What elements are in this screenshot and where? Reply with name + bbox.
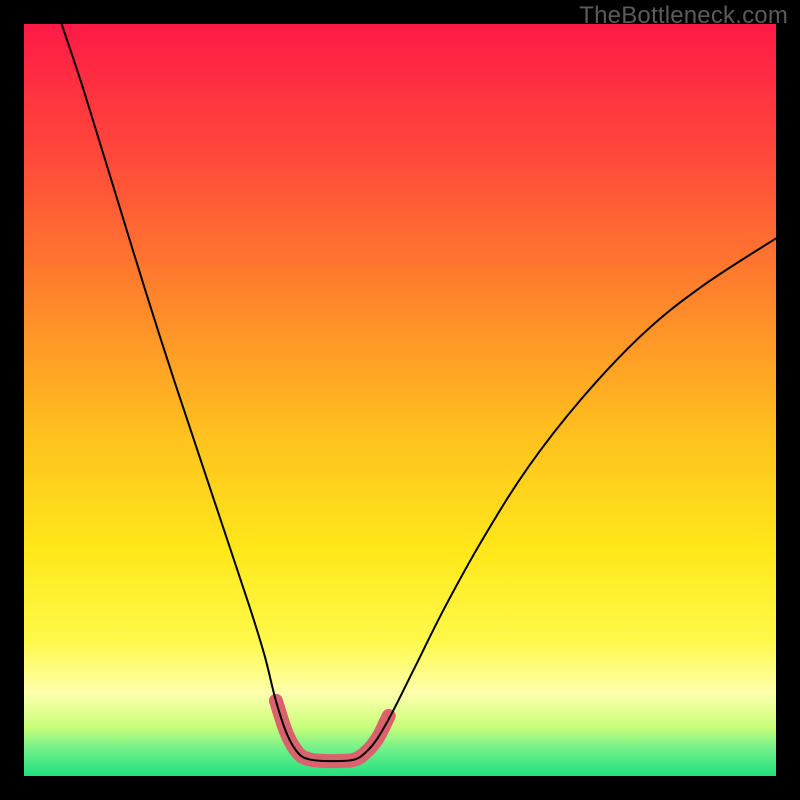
main-curve [62, 24, 776, 761]
watermark-text: TheBottleneck.com [579, 2, 788, 30]
plot-area [24, 24, 776, 776]
highlight-segment [276, 701, 389, 761]
curve-layer [24, 24, 776, 776]
chart-frame: TheBottleneck.com [0, 0, 800, 800]
